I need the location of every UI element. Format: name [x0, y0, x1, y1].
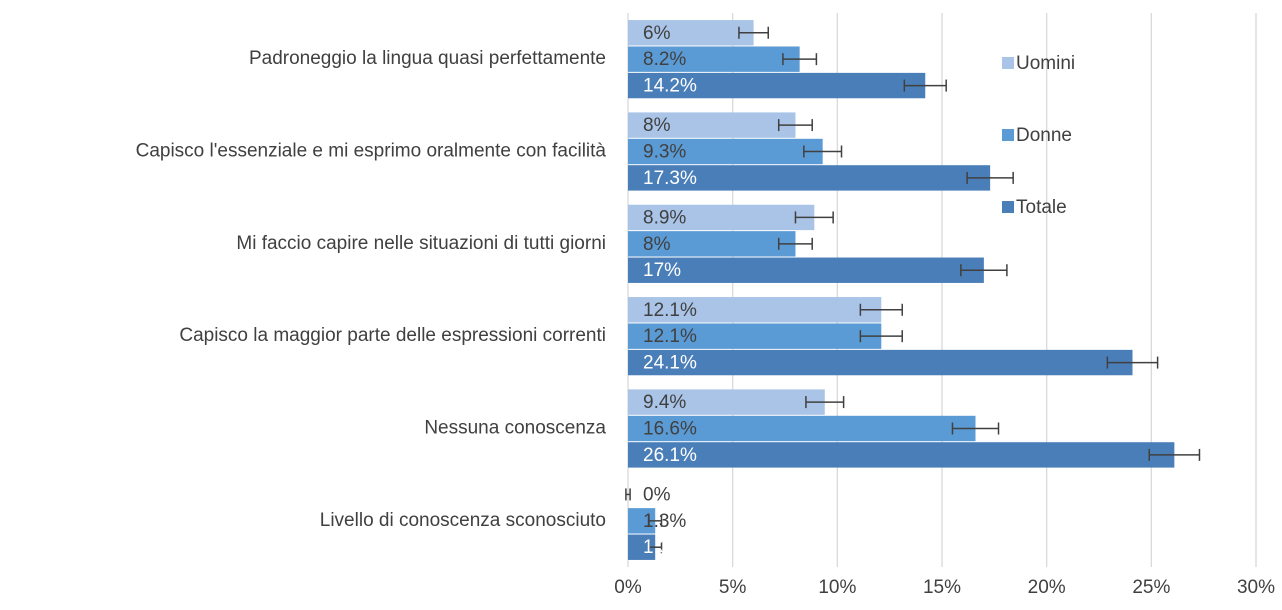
- bar: [628, 46, 800, 72]
- error-bar: [859, 303, 903, 316]
- bar: [628, 20, 754, 46]
- error-bar: [951, 422, 1000, 435]
- x-tick-label: 25%: [1132, 577, 1170, 598]
- legend-swatch: [1002, 129, 1014, 141]
- category-label: Livello di conoscenza sconosciuto: [320, 510, 606, 531]
- error-bar: [777, 119, 813, 132]
- bar: [628, 415, 976, 442]
- x-tick-label: 30%: [1237, 577, 1275, 598]
- data-label: 12.1%: [643, 326, 697, 347]
- legend-swatch: [1002, 57, 1014, 69]
- x-tick-label: 0%: [614, 577, 642, 598]
- error-bar: [648, 541, 663, 554]
- x-tick-label: 20%: [1028, 577, 1066, 598]
- data-label: 6%: [643, 23, 671, 44]
- error-bar: [738, 26, 770, 39]
- bar: [628, 442, 1175, 468]
- x-tick-label: 10%: [818, 577, 856, 598]
- data-label: 17%: [643, 260, 681, 281]
- data-label: 8%: [643, 234, 671, 255]
- legend-label: Uomini: [1016, 53, 1075, 74]
- bar: [628, 138, 823, 165]
- error-bar: [960, 264, 1008, 277]
- category-label: Capisco la maggior parte delle espressio…: [179, 325, 606, 346]
- data-label: 8.2%: [643, 49, 686, 70]
- bar: [628, 112, 796, 138]
- data-label: 9.3%: [643, 142, 686, 163]
- data-label: 9.4%: [643, 392, 686, 413]
- bar: [628, 323, 882, 349]
- bar: [628, 297, 882, 323]
- data-label: 1.3%: [643, 537, 686, 558]
- bar: [628, 231, 796, 257]
- error-bar: [1148, 448, 1201, 461]
- error-bar: [625, 488, 631, 501]
- error-bar: [859, 330, 903, 343]
- error-bar: [794, 211, 834, 224]
- error-bar: [805, 396, 845, 409]
- error-bar: [1106, 356, 1159, 369]
- bar: [628, 204, 815, 231]
- error-bar: [966, 171, 1014, 184]
- error-bar: [777, 237, 813, 250]
- category-label: Capisco l'essenziale e mi esprimo oralme…: [136, 141, 607, 162]
- data-label: 14.2%: [643, 76, 697, 97]
- category-label: Padroneggio la lingua quasi perfettament…: [249, 48, 606, 69]
- legend-label: Donne: [1016, 125, 1072, 146]
- bar: [628, 72, 926, 99]
- data-label: 0%: [643, 484, 671, 505]
- bar: [628, 165, 991, 191]
- error-bar: [648, 514, 663, 527]
- data-label: 8.9%: [643, 207, 686, 228]
- data-label: 12.1%: [643, 300, 697, 321]
- data-label: 8%: [643, 115, 671, 136]
- category-label: Nessuna conoscenza: [424, 418, 606, 439]
- data-label: 24.1%: [643, 353, 697, 374]
- error-bar: [903, 79, 947, 92]
- legend-label: Totale: [1016, 197, 1067, 218]
- data-label: 16.6%: [643, 419, 697, 440]
- bar: [628, 257, 984, 283]
- data-label: 1.3%: [643, 511, 686, 532]
- error-bar: [803, 145, 843, 158]
- category-label: Mi faccio capire nelle situazioni di tut…: [236, 233, 606, 254]
- x-tick-label: 5%: [719, 577, 747, 598]
- data-label: 26.1%: [643, 445, 697, 466]
- error-bar: [782, 53, 818, 66]
- x-tick-label: 15%: [923, 577, 961, 598]
- data-label: 17.3%: [643, 168, 697, 189]
- bar: [628, 349, 1133, 376]
- bar: [628, 389, 825, 415]
- legend-swatch: [1002, 201, 1014, 213]
